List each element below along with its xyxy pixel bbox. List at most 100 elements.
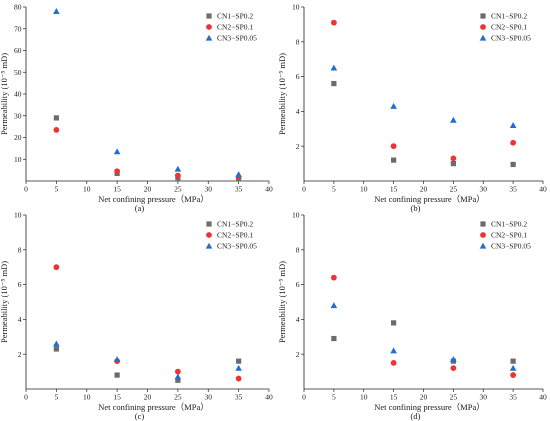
x-tick-label: 20: [144, 393, 152, 402]
series-2: [53, 126, 242, 180]
data-point: [236, 358, 242, 364]
x-tick-label: 0: [24, 185, 28, 194]
data-point: [450, 161, 456, 167]
legend-label: CN3−SP0.05: [217, 34, 257, 43]
y-tick-label: 20: [14, 133, 22, 142]
data-point: [510, 372, 517, 378]
x-tick-label: 25: [174, 185, 182, 194]
data-point: [510, 358, 516, 364]
y-tick-label: 80: [14, 3, 22, 12]
series-1: [53, 346, 242, 383]
data-point: [113, 356, 121, 363]
legend-label: CN2−SP0.1: [217, 23, 253, 32]
y-tick-label: 70: [14, 24, 22, 33]
data-point: [235, 375, 242, 382]
legend-marker: [206, 221, 212, 227]
legend-marker: [480, 232, 486, 238]
legend-marker: [480, 24, 486, 30]
legend-label: CN3−SP0.05: [491, 242, 531, 251]
legend: CN1−SP0.2 CN2−SP0.1 CN3−SP0.05: [205, 12, 257, 43]
x-tick-label: 35: [235, 393, 243, 402]
series-3: [53, 340, 242, 380]
data-point: [450, 116, 457, 123]
panel-label: (a): [135, 203, 145, 213]
legend-marker: [206, 13, 212, 19]
y-tick-label: 2: [296, 350, 300, 359]
y-tick-label: 8: [18, 245, 22, 254]
series-2: [53, 264, 242, 382]
x-tick-label: 20: [420, 185, 428, 194]
y-tick-label: 40: [14, 90, 22, 99]
legend-marker: [206, 232, 212, 238]
chart-panel-d: 0 5 10 15 20 25 30 35 40 2 4 6 8 10 Net confining pres…: [277, 211, 547, 421]
panel-label: (d): [411, 411, 421, 421]
x-tick-label: 20: [144, 185, 152, 194]
legend-label: CN2−SP0.1: [491, 23, 527, 32]
y-tick-label: 2: [296, 142, 300, 151]
series-2: [330, 274, 517, 378]
y-tick-label: 4: [296, 315, 300, 324]
x-axis-title: Net confining pressure（MPa）: [374, 402, 484, 412]
x-tick-label: 25: [174, 393, 182, 402]
data-point: [175, 377, 181, 383]
data-point: [53, 340, 60, 347]
y-tick-label: 60: [14, 46, 22, 55]
data-point: [330, 274, 337, 281]
y-axis-title: Permeability (10⁻⁵ mD): [277, 53, 287, 135]
x-tick-label: 0: [302, 185, 306, 194]
legend-marker: [479, 242, 487, 249]
x-tick-label: 40: [539, 393, 547, 402]
data-point: [450, 356, 457, 363]
x-tick-label: 30: [480, 393, 488, 402]
y-tick-label: 8: [296, 245, 300, 254]
x-axis-title: Net confining pressure（MPa）: [98, 402, 208, 412]
y-tick-label: 10: [14, 155, 22, 164]
data-point: [114, 372, 120, 378]
data-point: [390, 360, 397, 366]
y-tick-label: 50: [14, 68, 22, 77]
series-1: [331, 80, 516, 168]
data-point: [330, 64, 338, 71]
series-1: [331, 320, 516, 364]
data-point: [174, 373, 182, 380]
data-point: [53, 346, 59, 352]
legend: CN1−SP0.2 CN2−SP0.1 CN3−SP0.05: [479, 220, 531, 251]
series-3: [330, 302, 517, 371]
x-tick-label: 0: [24, 393, 28, 402]
data-point: [330, 302, 338, 309]
x-tick-label: 5: [332, 185, 336, 194]
data-point: [509, 122, 517, 128]
data-point: [53, 115, 59, 121]
y-tick-label: 30: [14, 111, 22, 120]
x-tick-label: 10: [83, 185, 91, 194]
x-tick-label: 35: [509, 393, 517, 402]
data-point: [53, 264, 60, 271]
data-point: [331, 335, 337, 342]
legend-marker: [205, 242, 213, 249]
y-axis-title: Permeability (10⁻⁵ mD): [0, 53, 9, 135]
data-point: [331, 80, 337, 87]
series-3: [330, 64, 517, 128]
data-point: [174, 172, 181, 179]
x-tick-label: 40: [265, 185, 273, 194]
data-point: [390, 143, 397, 150]
y-tick-label: 4: [18, 315, 22, 324]
data-point: [390, 102, 397, 109]
y-tick-label: 6: [296, 72, 300, 81]
y-tick-label: 6: [18, 280, 22, 289]
x-tick-label: 25: [450, 185, 458, 194]
data-point: [53, 126, 60, 133]
y-tick-label: 6: [296, 280, 300, 289]
x-tick-label: 15: [390, 393, 398, 402]
legend: CN1−SP0.2 CN2−SP0.1 CN3−SP0.05: [479, 12, 531, 43]
data-point: [509, 364, 517, 371]
x-axis-title: Net confining pressure（MPa）: [98, 194, 208, 204]
y-tick-label: 4: [296, 107, 300, 116]
x-tick-label: 30: [205, 185, 213, 194]
x-tick-label: 15: [113, 185, 121, 194]
y-tick-label: 10: [292, 211, 300, 220]
data-point: [235, 171, 242, 178]
x-tick-label: 40: [265, 393, 273, 402]
legend-label: CN2−SP0.1: [217, 231, 253, 240]
